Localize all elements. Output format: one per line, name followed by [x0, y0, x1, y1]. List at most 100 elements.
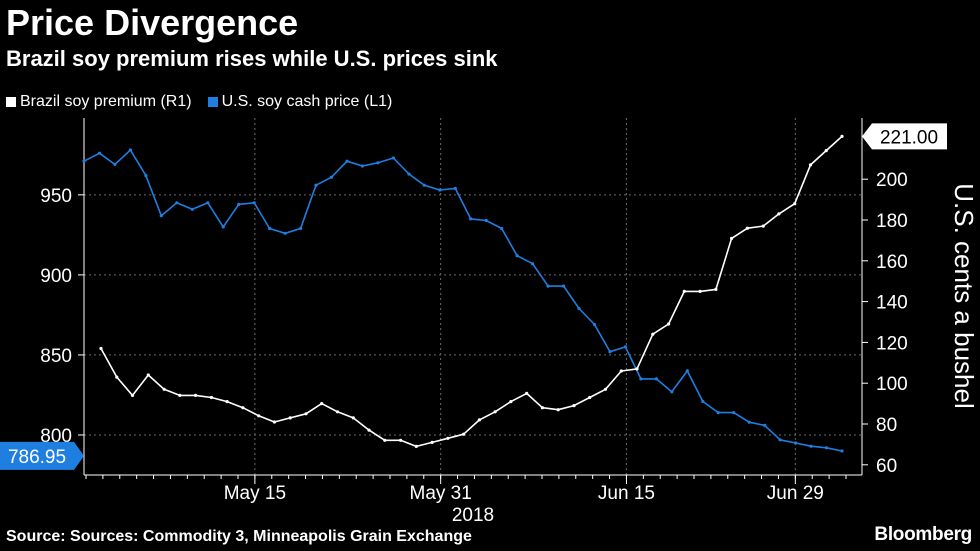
us-soy-point [252, 201, 256, 205]
brazil-premium-point [99, 346, 103, 351]
grid-lines [84, 118, 862, 475]
series-lines [82, 134, 844, 453]
brazil-premium-point [162, 387, 166, 391]
us-soy-point [639, 377, 643, 381]
legend-label-us: U.S. soy cash price (L1) [221, 93, 393, 110]
brazil-premium-point [745, 226, 750, 230]
source-note: Source: Sources: Commodity 3, Minneapoli… [6, 528, 472, 545]
us-soy-point [469, 217, 473, 221]
brazil-premium-point [335, 410, 340, 414]
right-tick-label: 60 [876, 456, 897, 477]
us-soy-point [175, 201, 179, 205]
brazil-premium-point [304, 412, 308, 416]
brazil-premium-point [272, 420, 276, 424]
brazil-premium-point [115, 375, 119, 379]
brazil-premium-point [761, 224, 765, 228]
brazil-premium-point [603, 387, 608, 391]
right-tick-label: 160 [876, 252, 908, 273]
brazil-premium-point [462, 432, 466, 436]
us-soy-point [314, 183, 318, 187]
us-soy-point [345, 159, 349, 163]
brazil-premium-point [682, 289, 686, 293]
us-soy-point [206, 201, 210, 205]
us-soy-point [159, 214, 163, 218]
x-axis-label: 2018 [452, 505, 494, 526]
us-soy-point [268, 226, 272, 231]
us-soy-point [407, 172, 411, 176]
brazil-premium-point [493, 410, 497, 414]
bloomberg-logo: Bloomberg [874, 524, 972, 545]
right-tick-label: 80 [876, 415, 897, 436]
us-soy-point [577, 306, 581, 311]
right-tick-label: 200 [876, 170, 908, 191]
us-soy-point [376, 161, 380, 165]
us-soy-point [824, 446, 829, 450]
brazil-premium-point [714, 287, 718, 291]
us-soy-point [422, 183, 426, 187]
brazil-premium-point [588, 395, 592, 400]
brazil-premium-point [556, 408, 560, 412]
brazil-premium-point [241, 406, 245, 410]
brazil-premium-point [288, 416, 292, 420]
us-soy-point [237, 202, 241, 206]
x-tick-label: Jun 15 [598, 483, 655, 504]
us-soy-point [840, 449, 844, 453]
us-soy-point [391, 156, 395, 160]
right-tick-label: 120 [876, 333, 908, 354]
brazil-premium-point [651, 332, 655, 336]
brazil-premium-point [209, 395, 213, 400]
us-soy-point [190, 207, 194, 211]
us-soy-point [283, 231, 287, 235]
x-tick-label: May 15 [224, 483, 286, 504]
legend-swatch-us [207, 97, 218, 107]
axes [78, 118, 868, 484]
brazil-premium-point [777, 212, 781, 216]
brazil-premium-point [824, 149, 828, 153]
left-tick-label: 900 [40, 266, 72, 287]
x-tick-label: May 31 [410, 483, 472, 504]
us-soy-point [329, 175, 334, 179]
us-soy-point [562, 284, 566, 288]
us-soy-point [221, 225, 225, 229]
right-tick-label: 180 [876, 211, 908, 232]
us-soy-line [83, 149, 843, 452]
legend-item-us: U.S. soy cash price (L1) [207, 92, 393, 112]
chart-title: Price Divergence [6, 2, 299, 43]
us-soy-point [809, 444, 813, 448]
us-soy-point [515, 254, 519, 258]
right-tick-label: 140 [876, 293, 908, 314]
brazil-premium-point [635, 367, 639, 371]
brazil-premium-point [225, 400, 229, 404]
us-soy-point [128, 148, 132, 152]
us-soy-point [794, 441, 798, 445]
brazil-premium-point [351, 416, 355, 420]
axis-labels: 800 850 900 950 60 80 100 120 140 160 180 200 U.S. c… [0, 123, 979, 526]
brazil-premium-point [130, 393, 135, 397]
us-soy-point [623, 345, 628, 349]
us-soy-point [453, 186, 457, 190]
brazil-premium-point [194, 393, 198, 397]
us-soy-point [82, 159, 86, 163]
us-soy-point [546, 284, 550, 288]
brazil-premium-point [525, 391, 529, 395]
x-tick-label: Jun 29 [767, 483, 824, 504]
legend-label-brazil: Brazil soy premium (R1) [20, 93, 192, 110]
brazil-premium-point [320, 402, 324, 406]
brazil-premium-point [146, 373, 150, 377]
brazil-premium-point [257, 414, 261, 418]
legend-swatch-brazil [6, 97, 16, 107]
brazil-premium-point [399, 438, 403, 442]
us-soy-point [654, 377, 659, 381]
right-tick-label: 100 [876, 374, 908, 395]
us-soy-point [531, 262, 535, 266]
brazil-premium-point [509, 400, 513, 404]
us-soy-point [685, 369, 689, 373]
brazil-premium-point [383, 438, 387, 442]
chart-subtitle: Brazil soy premium rises while U.S. pric… [6, 46, 498, 71]
legend-item-brazil: Brazil soy premium (R1) [6, 92, 192, 112]
right-axis-label: U.S. cents a bushel [949, 183, 979, 408]
brazil-last-value-box [862, 123, 947, 150]
brazil-premium-point [808, 163, 813, 167]
us-soy-point [438, 188, 442, 192]
